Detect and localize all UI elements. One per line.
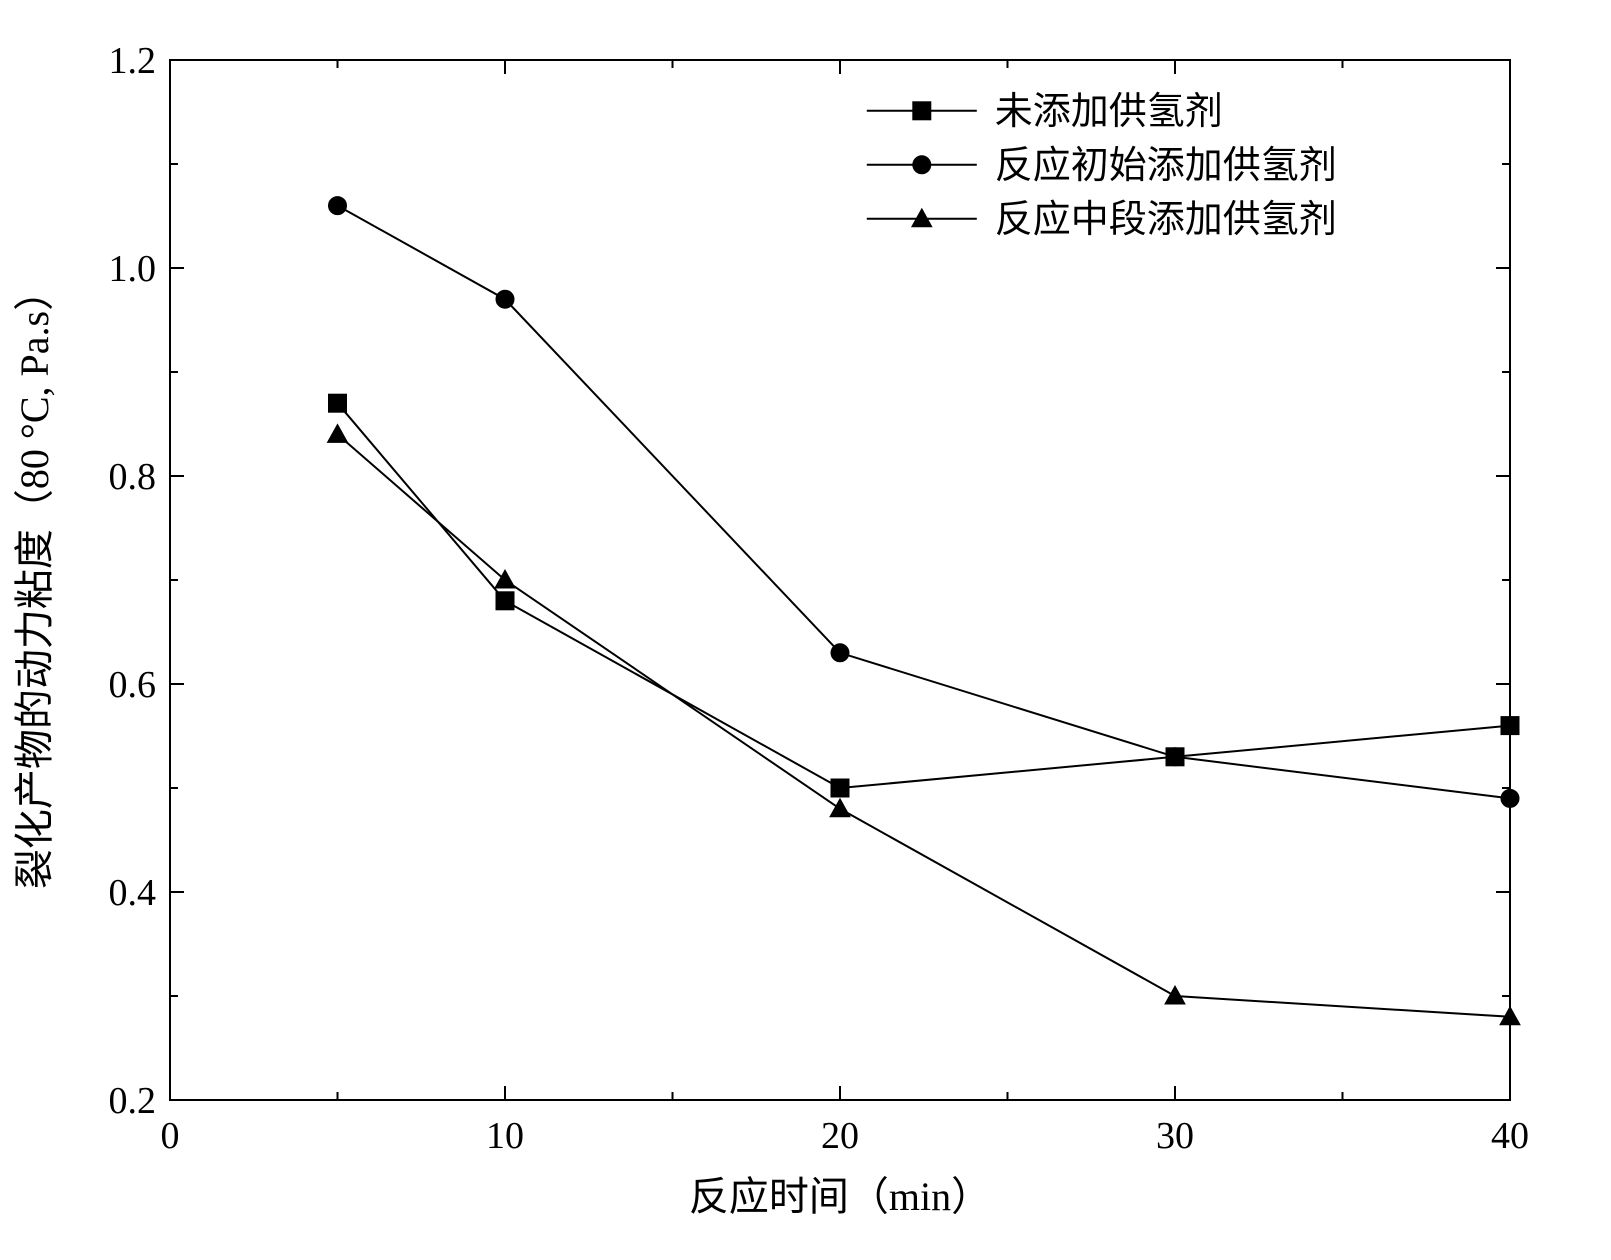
x-tick-label: 0 [161, 1115, 180, 1157]
y-axis-label: 裂化产物的动力粘度（80 °C, Pa.s） [12, 271, 57, 889]
x-tick-label: 40 [1491, 1115, 1529, 1157]
y-tick-label: 1.2 [109, 40, 157, 82]
marker-circle-s2-0 [329, 197, 347, 215]
marker-circle-legend-s2 [913, 156, 931, 174]
y-tick-label: 0.2 [109, 1080, 157, 1122]
y-tick-label: 0.4 [109, 872, 157, 914]
y-tick-label: 0.8 [109, 456, 157, 498]
legend-label-s1: 未添加供氢剂 [995, 91, 1223, 133]
y-tick-label: 1.0 [109, 248, 157, 290]
marker-circle-s2-1 [496, 290, 514, 308]
marker-square-s1-1 [496, 592, 514, 610]
marker-square-s1-4 [1501, 717, 1519, 735]
y-tick-label: 0.6 [109, 664, 157, 706]
marker-square-legend-s1 [913, 102, 931, 120]
marker-circle-s2-4 [1501, 789, 1519, 807]
marker-circle-s2-3 [1166, 748, 1184, 766]
x-axis-label: 反应时间（min） [689, 1174, 991, 1219]
marker-square-s1-2 [831, 779, 849, 797]
x-tick-label: 10 [486, 1115, 524, 1157]
legend-label-s2: 反应初始添加供氢剂 [995, 145, 1337, 187]
x-tick-label: 30 [1156, 1115, 1194, 1157]
x-tick-label: 20 [821, 1115, 859, 1157]
marker-square-s1-0 [329, 394, 347, 412]
viscosity-chart: 0 10 20 30 40 0.2 0.4 0.6 0.8 1.0 1.2 反应时间（min） 裂化产物… [0, 0, 1611, 1260]
legend-label-s3: 反应中段添加供氢剂 [995, 199, 1337, 241]
chart-background [0, 0, 1611, 1260]
marker-circle-s2-2 [831, 644, 849, 662]
